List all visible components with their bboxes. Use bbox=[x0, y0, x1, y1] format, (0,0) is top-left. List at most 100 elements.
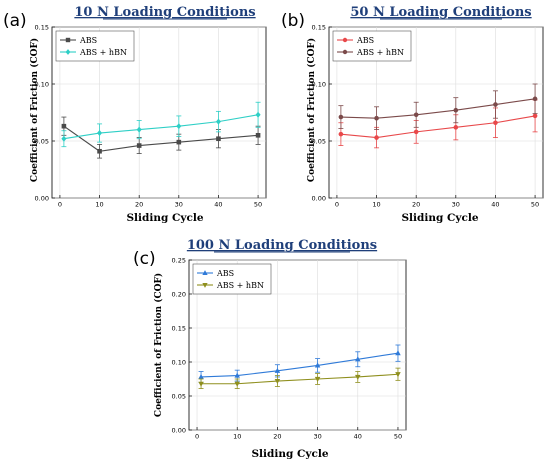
data-point bbox=[453, 107, 459, 113]
legend-swatch-marker bbox=[342, 37, 348, 43]
y-tick-label: 0.10 bbox=[312, 80, 326, 88]
x-tick-label: 40 bbox=[491, 201, 499, 209]
panel-a: (a) 10 N Loading Conditions Sliding Cycl… bbox=[3, 5, 267, 224]
panel-c: (c) 100 N Loading Conditions Sliding Cyc… bbox=[133, 238, 407, 460]
x-tick-label: 30 bbox=[175, 201, 183, 209]
data-point bbox=[234, 372, 240, 378]
y-tick-label: 0.10 bbox=[172, 358, 186, 366]
x-tick-label: 40 bbox=[354, 433, 362, 441]
panel-a-ylabel: Coefficient of Friction (COF) bbox=[29, 38, 40, 182]
y-tick-label: 0.00 bbox=[35, 194, 49, 202]
legend-swatch-marker bbox=[202, 270, 208, 275]
panel-c-xlabel: Sliding Cycle bbox=[251, 448, 328, 460]
y-tick-label: 0.15 bbox=[312, 23, 326, 31]
series-line bbox=[201, 373, 399, 385]
x-tick-label: 40 bbox=[214, 201, 222, 209]
data-point bbox=[274, 367, 281, 373]
legend-swatch-marker bbox=[65, 49, 71, 55]
x-tick-label: 30 bbox=[452, 201, 460, 209]
legend-label: ABS bbox=[79, 36, 97, 45]
panel-c-label: (c) bbox=[133, 249, 156, 269]
panel-b-xlabel: Sliding Cycle bbox=[401, 212, 478, 224]
y-tick-label: 0.15 bbox=[35, 23, 49, 31]
data-point bbox=[61, 135, 67, 142]
data-point bbox=[338, 114, 344, 120]
legend-label: ABS + hBN bbox=[356, 48, 404, 57]
panel-c-title: 100 N Loading Conditions bbox=[187, 238, 377, 253]
x-tick-label: 50 bbox=[394, 433, 402, 441]
data-point bbox=[395, 350, 401, 356]
legend-box bbox=[55, 30, 135, 62]
x-tick-label: 20 bbox=[135, 201, 143, 209]
panel-c-ylabel: Coefficient of Friction (COF) bbox=[153, 273, 164, 417]
y-tick-label: 0.25 bbox=[172, 256, 186, 264]
y-tick-label: 0.00 bbox=[172, 426, 186, 434]
legend-label: ABS bbox=[216, 269, 234, 278]
x-tick-label: 20 bbox=[273, 433, 281, 441]
panel-b-title: 50 N Loading Conditions bbox=[350, 5, 531, 20]
data-point bbox=[374, 135, 379, 140]
x-tick-label: 0 bbox=[335, 201, 339, 209]
legend-label: ABS bbox=[356, 36, 374, 45]
data-point bbox=[198, 381, 204, 387]
series-line bbox=[63, 125, 259, 152]
data-point bbox=[136, 126, 142, 133]
x-tick-label: 0 bbox=[58, 201, 62, 209]
data-point bbox=[176, 123, 182, 130]
data-point bbox=[355, 374, 361, 380]
data-point bbox=[136, 143, 142, 148]
data-point bbox=[314, 362, 321, 368]
y-tick-label: 0.05 bbox=[172, 392, 186, 400]
data-point bbox=[61, 123, 67, 129]
series-line bbox=[201, 352, 399, 378]
y-tick-label: 0.00 bbox=[312, 194, 326, 202]
y-tick-label: 0.20 bbox=[172, 290, 186, 298]
data-point bbox=[374, 115, 379, 121]
data-point bbox=[532, 113, 538, 119]
data-point bbox=[413, 129, 419, 135]
series-line bbox=[340, 115, 536, 139]
y-tick-label: 0.15 bbox=[172, 324, 186, 332]
data-point bbox=[234, 381, 240, 387]
panel-a-title: 10 N Loading Conditions bbox=[74, 5, 255, 20]
series-line bbox=[63, 114, 259, 140]
y-tick-label: 0.05 bbox=[312, 137, 326, 145]
series-line bbox=[340, 98, 536, 119]
data-point bbox=[314, 376, 321, 382]
data-point bbox=[176, 139, 182, 145]
panel-c-plot: 0.00 0.05 0.10 0.15 0.20 0.25 0 10 20 30 40 50 ABS AB… bbox=[172, 256, 407, 441]
data-point bbox=[215, 118, 221, 125]
legend-swatch-marker bbox=[342, 49, 348, 55]
x-tick-label: 0 bbox=[195, 433, 199, 441]
data-point bbox=[493, 120, 498, 126]
panel-a-plot: 0.00 0.05 0.10 0.15 0 10 20 30 40 50 ABS ABS + hBN bbox=[35, 23, 267, 209]
x-tick-label: 20 bbox=[412, 201, 420, 209]
data-point bbox=[255, 133, 261, 138]
panel-a-label: (a) bbox=[3, 11, 27, 31]
data-point bbox=[97, 130, 103, 137]
y-tick-label: 0.05 bbox=[35, 137, 49, 145]
data-point bbox=[338, 131, 344, 137]
data-point bbox=[97, 148, 102, 154]
x-tick-label: 30 bbox=[313, 433, 321, 441]
x-tick-label: 10 bbox=[372, 201, 380, 209]
panel-a-xlabel: Sliding Cycle bbox=[126, 212, 203, 224]
legend-label: ABS + hBN bbox=[216, 281, 264, 290]
panel-b-plot: 0.00 0.05 0.10 0.15 0 10 20 30 40 50 ABS ABS + hBN bbox=[312, 23, 544, 209]
panel-b: (b) 50 N Loading Conditions Sliding Cycl… bbox=[281, 5, 544, 224]
data-point bbox=[255, 111, 261, 118]
data-point bbox=[198, 373, 204, 380]
data-point bbox=[274, 378, 281, 385]
legend-swatch-marker bbox=[65, 37, 71, 43]
data-point bbox=[413, 112, 419, 118]
legend-label: ABS + hBN bbox=[79, 48, 127, 57]
data-point bbox=[493, 102, 498, 107]
x-tick-label: 50 bbox=[254, 201, 262, 209]
data-point bbox=[532, 96, 538, 102]
data-point bbox=[355, 356, 361, 362]
x-tick-label: 10 bbox=[233, 433, 241, 441]
legend-swatch-marker bbox=[202, 283, 208, 288]
data-point bbox=[453, 125, 459, 130]
panel-b-ylabel: Coefficient of Friction (COF) bbox=[306, 38, 317, 182]
x-tick-label: 50 bbox=[531, 201, 539, 209]
